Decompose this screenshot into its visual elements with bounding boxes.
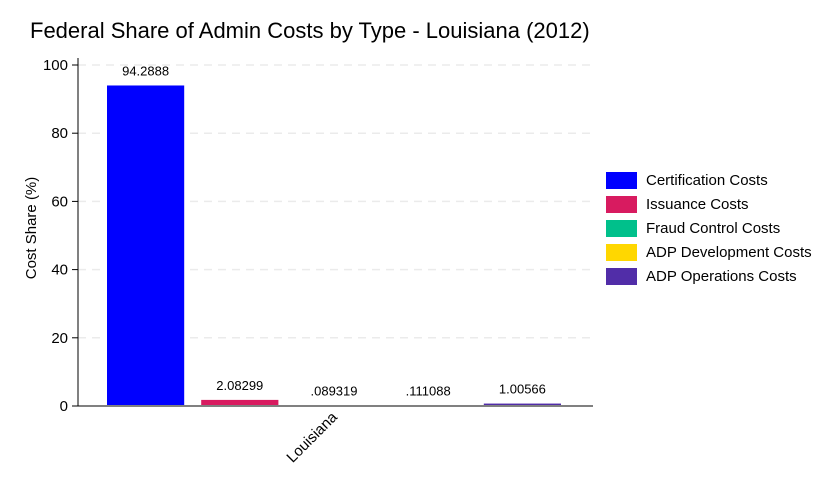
- bar-value-label: .089319: [311, 384, 358, 399]
- legend-label: ADP Operations Costs: [646, 267, 797, 285]
- legend: Certification Costs Issuance Costs Fraud C…: [606, 168, 812, 288]
- legend-swatch: [606, 267, 637, 285]
- legend-item: Certification Costs: [606, 168, 812, 192]
- legend-item: ADP Operations Costs: [606, 264, 812, 288]
- legend-label: ADP Development Costs: [646, 243, 812, 261]
- y-tick-label: 0: [60, 398, 68, 415]
- bar-value-label: .111088: [406, 384, 451, 399]
- legend-item: ADP Development Costs: [606, 240, 812, 264]
- legend-swatch: [606, 243, 637, 261]
- legend-label: Certification Costs: [646, 171, 768, 189]
- y-tick-label: 20: [51, 330, 68, 347]
- bar-value-label: 2.08299: [216, 378, 263, 393]
- y-tick-label: 80: [51, 125, 68, 142]
- legend-label: Fraud Control Costs: [646, 219, 781, 237]
- chart-title: Federal Share of Admin Costs by Type - L…: [30, 18, 590, 43]
- data-labels: 94.2888 2.08299 .089319 .111088 1.00566: [122, 63, 546, 398]
- y-tick-label: 100: [43, 57, 68, 74]
- legend-label: Issuance Costs: [646, 195, 749, 213]
- legend-swatch: [606, 195, 637, 213]
- x-tick-label: Louisiana: [283, 408, 341, 466]
- y-axis-title: Cost Share (%): [23, 177, 40, 280]
- legend-item: Fraud Control Costs: [606, 216, 812, 240]
- y-tick-label: 60: [51, 193, 68, 210]
- bar-value-label: 94.2888: [122, 63, 169, 78]
- legend-swatch: [606, 171, 637, 189]
- bars: [105, 83, 563, 408]
- legend-item: Issuance Costs: [606, 192, 812, 216]
- bar: [481, 401, 563, 408]
- legend-swatch: [606, 219, 637, 237]
- bar: [105, 83, 187, 407]
- bar-value-label: 1.00566: [499, 382, 546, 397]
- bar: [199, 397, 281, 407]
- y-tick-label: 40: [51, 262, 68, 279]
